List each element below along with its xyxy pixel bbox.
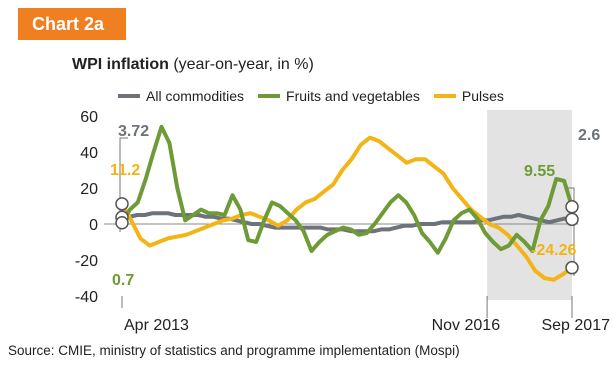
data-label: 2.6 bbox=[578, 127, 600, 144]
y-tick-label: 20 bbox=[80, 181, 98, 198]
endpoint-marker bbox=[565, 260, 579, 275]
legend-item-pulses: Pulses bbox=[433, 88, 504, 104]
chart-badge: Chart 2a bbox=[18, 8, 126, 40]
chart-legend: All commodities Fruits and vegetables Pu… bbox=[118, 88, 518, 104]
source-note: Source: CMIE, ministry of statistics and… bbox=[8, 343, 460, 358]
data-label: -24.26 bbox=[531, 242, 576, 259]
legend-item-all: All commodities bbox=[118, 88, 244, 104]
y-tick-label: -20 bbox=[75, 253, 98, 270]
endpoint-marker bbox=[115, 197, 129, 211]
endpoint-marker bbox=[565, 212, 579, 227]
shaded-period bbox=[487, 110, 572, 300]
y-tick-label: 40 bbox=[80, 145, 98, 162]
data-label: 11.2 bbox=[110, 162, 140, 179]
chart-title-unit: (year-on-year, in %) bbox=[168, 56, 314, 73]
end-bracket bbox=[566, 187, 575, 276]
data-label: 9.55 bbox=[524, 163, 555, 180]
chart-title-main: WPI inflation bbox=[72, 56, 169, 73]
legend-swatch-fruits bbox=[258, 94, 281, 98]
y-tick-label: -40 bbox=[75, 289, 98, 306]
series-line-fruits-and-vegetables bbox=[120, 124, 574, 255]
y-tick-label: 60 bbox=[80, 109, 98, 126]
x-tick-label: Sep 2017 bbox=[541, 317, 610, 334]
chart-title: WPI inflation (year-on-year, in %) bbox=[72, 56, 314, 74]
legend-label-fruits: Fruits and vegetables bbox=[286, 88, 420, 104]
x-tick-label: Nov 2016 bbox=[432, 317, 501, 334]
legend-item-fruits: Fruits and vegetables bbox=[258, 88, 420, 104]
legend-swatch-all bbox=[118, 94, 140, 98]
legend-swatch-pulses bbox=[433, 94, 456, 98]
endpoint-marker bbox=[115, 215, 129, 230]
series-line-pulses bbox=[120, 135, 574, 282]
endpoint-marker bbox=[565, 200, 579, 214]
x-tick-label: Apr 2013 bbox=[124, 317, 189, 334]
legend-label-all: All commodities bbox=[146, 88, 245, 104]
data-label: 3.72 bbox=[118, 123, 149, 140]
data-label: 0.7 bbox=[112, 272, 134, 289]
legend-label-pulses: Pulses bbox=[461, 88, 504, 104]
y-tick-label: 0 bbox=[89, 217, 98, 234]
